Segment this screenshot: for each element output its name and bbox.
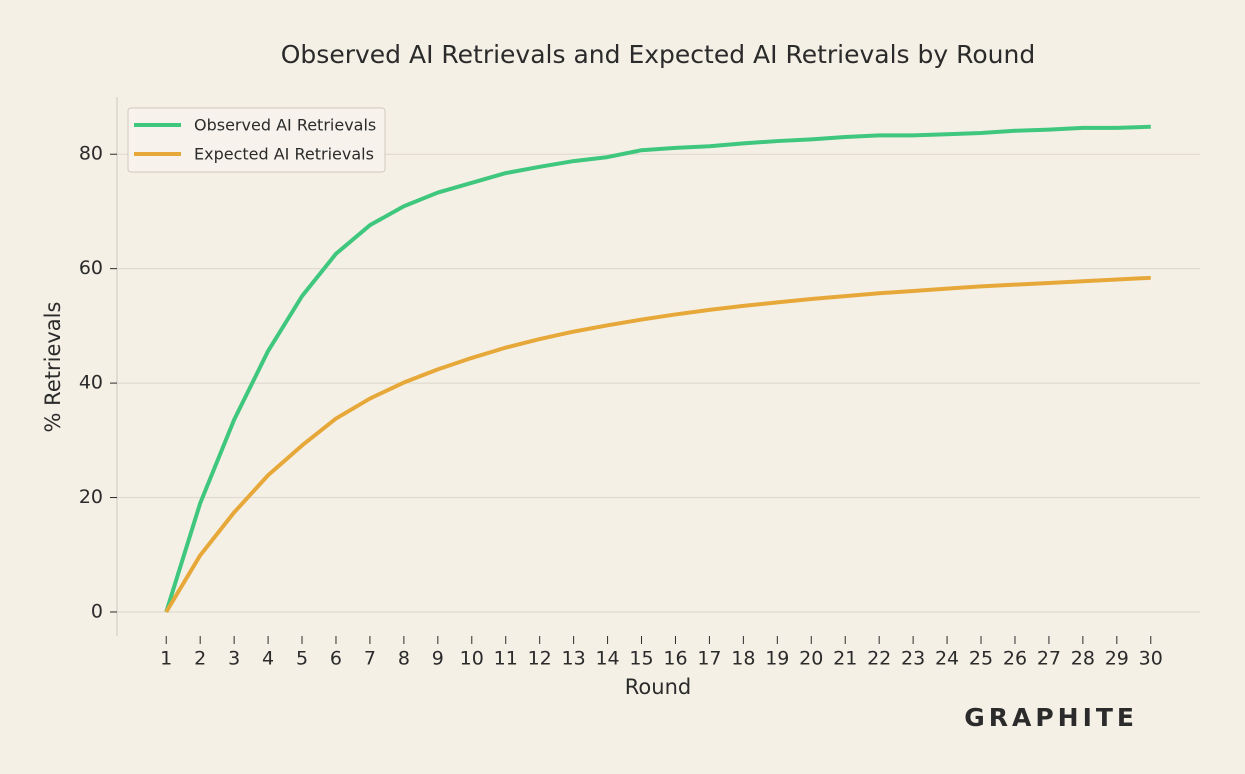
x-tick-label: 20 [799, 648, 823, 670]
chart-title: Observed AI Retrievals and Expected AI R… [281, 40, 1035, 69]
x-tick-label: 4 [262, 648, 274, 670]
x-tick-label: 17 [697, 648, 721, 670]
x-tick-label: 8 [398, 648, 410, 670]
x-tick-label: 9 [432, 648, 444, 670]
x-tick-label: 16 [663, 648, 687, 670]
x-tick-label: 3 [228, 648, 240, 670]
x-tick-label: 25 [969, 648, 993, 670]
x-tick-label: 14 [595, 648, 619, 670]
x-tick-label: 12 [528, 648, 552, 670]
y-tick-label: 0 [91, 600, 103, 622]
x-tick-label: 23 [901, 648, 925, 670]
x-tick-label: 15 [629, 648, 653, 670]
x-tick-label: 18 [731, 648, 755, 670]
x-tick-label: 7 [364, 648, 376, 670]
x-tick-label: 30 [1139, 648, 1163, 670]
series-line [164, 275, 1151, 613]
legend-label: Observed AI Retrievals [194, 116, 376, 135]
x-tick-label: 24 [935, 648, 959, 670]
x-tick-label: 13 [562, 648, 586, 670]
legend-label: Expected AI Retrievals [194, 145, 374, 164]
y-tick-label: 20 [79, 486, 103, 508]
y-tick-label: 60 [79, 257, 103, 279]
x-tick-label: 21 [833, 648, 857, 670]
x-tick-label: 10 [460, 648, 484, 670]
y-axis-label: % Retrievals [41, 302, 65, 433]
y-tick-label: 80 [79, 143, 103, 165]
y-tick-label: 40 [79, 372, 103, 394]
x-tick-label: 27 [1037, 648, 1061, 670]
x-tick-label: 1 [160, 648, 172, 670]
x-tick-label: 26 [1003, 648, 1027, 670]
series-line [164, 124, 1151, 613]
x-tick-label: 19 [765, 648, 789, 670]
x-tick-label: 29 [1105, 648, 1129, 670]
x-tick-label: 6 [330, 648, 342, 670]
x-tick-label: 11 [494, 648, 518, 670]
x-axis-label: Round [625, 675, 691, 699]
logo: GRAPHITE [964, 703, 1138, 732]
x-tick-label: 2 [194, 648, 206, 670]
x-tick-label: 5 [296, 648, 308, 670]
legend-box [127, 107, 386, 173]
x-tick-label: 22 [867, 648, 891, 670]
x-tick-label: 28 [1071, 648, 1095, 670]
